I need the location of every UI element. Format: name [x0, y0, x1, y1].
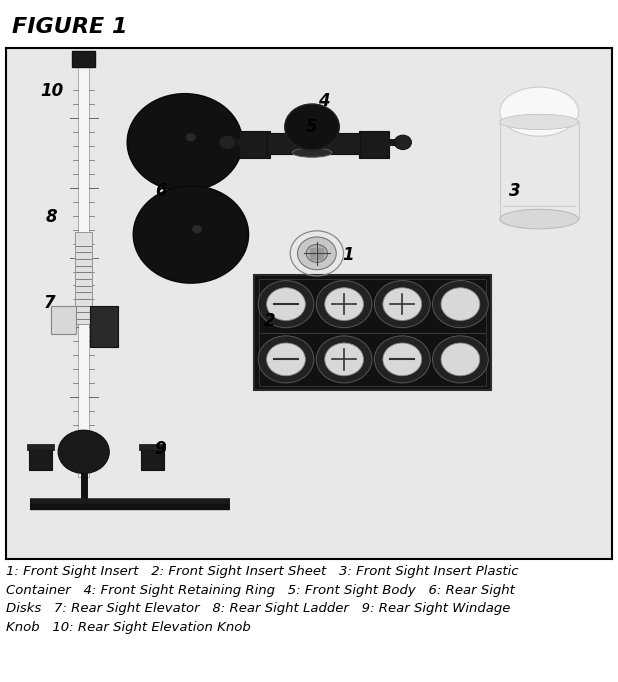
Bar	[500, 122, 578, 219]
Circle shape	[383, 288, 421, 321]
Bar	[310, 254, 316, 260]
Circle shape	[297, 237, 336, 269]
Bar	[266, 133, 360, 153]
Text: 1: Front Sight Insert   2: Front Sight Insert Sheet   3: Front Sight Insert Plas: 1: Front Sight Insert 2: Front Sight Ins…	[6, 565, 519, 634]
Circle shape	[433, 280, 488, 327]
Circle shape	[192, 225, 202, 233]
Text: 9: 9	[154, 441, 166, 458]
Bar	[239, 131, 269, 158]
Bar	[72, 51, 95, 68]
Bar	[27, 444, 54, 450]
Text: 5: 5	[306, 118, 318, 136]
Circle shape	[383, 343, 421, 376]
Bar	[260, 280, 486, 386]
Circle shape	[375, 280, 430, 327]
Bar	[90, 306, 117, 347]
Bar	[80, 61, 87, 62]
Text: 1: 1	[342, 246, 354, 264]
Bar	[310, 248, 316, 254]
Circle shape	[133, 186, 248, 283]
Circle shape	[285, 104, 339, 150]
Bar	[255, 276, 491, 390]
Ellipse shape	[500, 209, 578, 229]
Bar	[29, 445, 52, 470]
Circle shape	[375, 336, 430, 383]
Circle shape	[394, 135, 412, 149]
Text: 7: 7	[44, 295, 56, 312]
Text: 2: 2	[264, 312, 276, 330]
Bar	[75, 232, 92, 324]
Circle shape	[433, 336, 488, 383]
Ellipse shape	[500, 87, 578, 136]
Circle shape	[324, 343, 363, 376]
Bar	[51, 306, 77, 334]
Text: 8: 8	[46, 207, 57, 226]
Bar	[317, 254, 324, 260]
Text: 6: 6	[154, 182, 166, 200]
Ellipse shape	[292, 148, 332, 158]
Circle shape	[306, 244, 328, 263]
Bar	[317, 248, 324, 254]
Circle shape	[441, 288, 480, 321]
Circle shape	[186, 133, 196, 141]
Circle shape	[266, 288, 305, 321]
Text: 3: 3	[509, 182, 521, 200]
Circle shape	[258, 280, 314, 327]
Bar	[358, 131, 389, 158]
Circle shape	[324, 288, 363, 321]
Bar	[139, 444, 166, 450]
Circle shape	[58, 430, 109, 473]
Circle shape	[219, 135, 235, 149]
Circle shape	[316, 336, 372, 383]
Ellipse shape	[500, 114, 578, 130]
Circle shape	[127, 94, 242, 191]
Circle shape	[266, 343, 305, 376]
Bar	[78, 61, 89, 477]
Circle shape	[316, 280, 372, 327]
Bar	[141, 445, 164, 470]
Circle shape	[441, 343, 480, 376]
Text: 4: 4	[318, 93, 330, 110]
Text: FIGURE 1: FIGURE 1	[12, 16, 128, 37]
Text: 10: 10	[40, 83, 63, 100]
Circle shape	[258, 336, 314, 383]
